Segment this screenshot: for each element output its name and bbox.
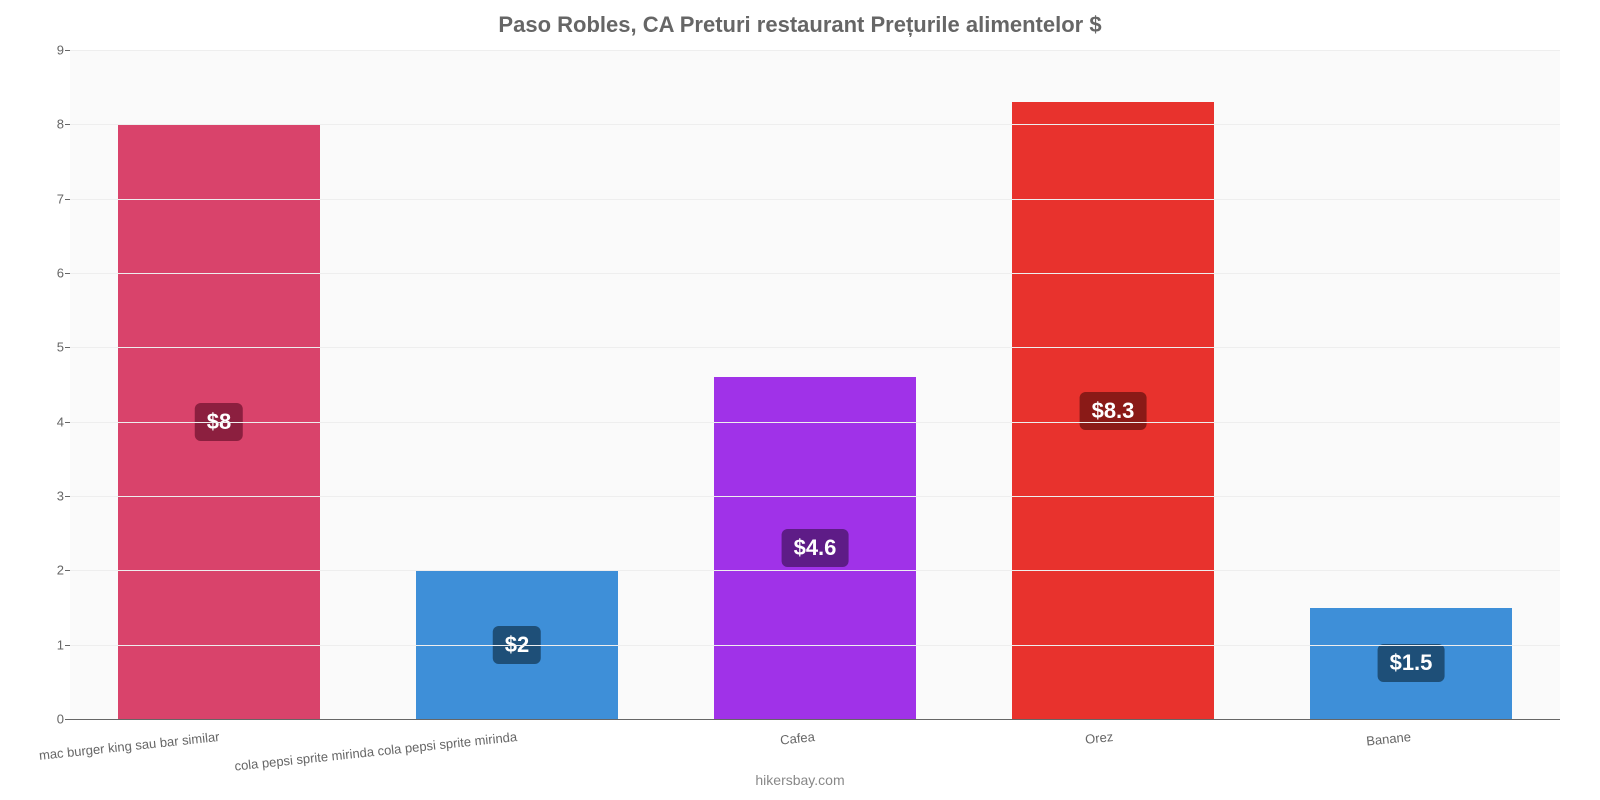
y-tick-mark [65,199,70,200]
chart-footer: hikersbay.com [0,772,1600,788]
bar-value-badge: $1.5 [1378,644,1445,682]
gridline [70,273,1560,274]
y-tick-label: 7 [42,191,64,206]
bars-layer: $8$2$4.6$8.3$1.5 [70,50,1560,719]
y-tick-label: 1 [42,637,64,652]
x-tick-label: cola pepsi sprite mirinda cola pepsi spr… [234,729,518,774]
gridline [70,347,1560,348]
gridline [70,496,1560,497]
y-tick-label: 5 [42,340,64,355]
bar-value-badge: $4.6 [782,529,849,567]
y-tick-mark [65,570,70,571]
plot-area: $8$2$4.6$8.3$1.5 0123456789mac burger ki… [70,50,1560,720]
y-tick-label: 4 [42,414,64,429]
gridline [70,570,1560,571]
gridline [70,422,1560,423]
x-tick-label: mac burger king sau bar similar [38,729,220,763]
y-tick-mark [65,124,70,125]
y-tick-label: 6 [42,266,64,281]
x-tick-label: Banane [1366,729,1412,749]
y-tick-mark [65,719,70,720]
bar-value-badge: $8.3 [1080,392,1147,430]
y-tick-label: 8 [42,117,64,132]
gridline [70,50,1560,51]
chart-container: Paso Robles, CA Preturi restaurant Prețu… [0,0,1600,800]
x-tick-label: Cafea [780,729,816,748]
y-tick-mark [65,496,70,497]
y-tick-mark [65,347,70,348]
y-tick-label: 2 [42,563,64,578]
gridline [70,199,1560,200]
x-tick-label: Orez [1084,729,1114,747]
y-tick-label: 0 [42,712,64,727]
gridline [70,645,1560,646]
y-tick-label: 3 [42,489,64,504]
y-tick-mark [65,422,70,423]
gridline [70,124,1560,125]
y-tick-mark [65,50,70,51]
y-tick-label: 9 [42,43,64,58]
chart-title: Paso Robles, CA Preturi restaurant Prețu… [0,0,1600,38]
y-tick-mark [65,273,70,274]
y-tick-mark [65,645,70,646]
